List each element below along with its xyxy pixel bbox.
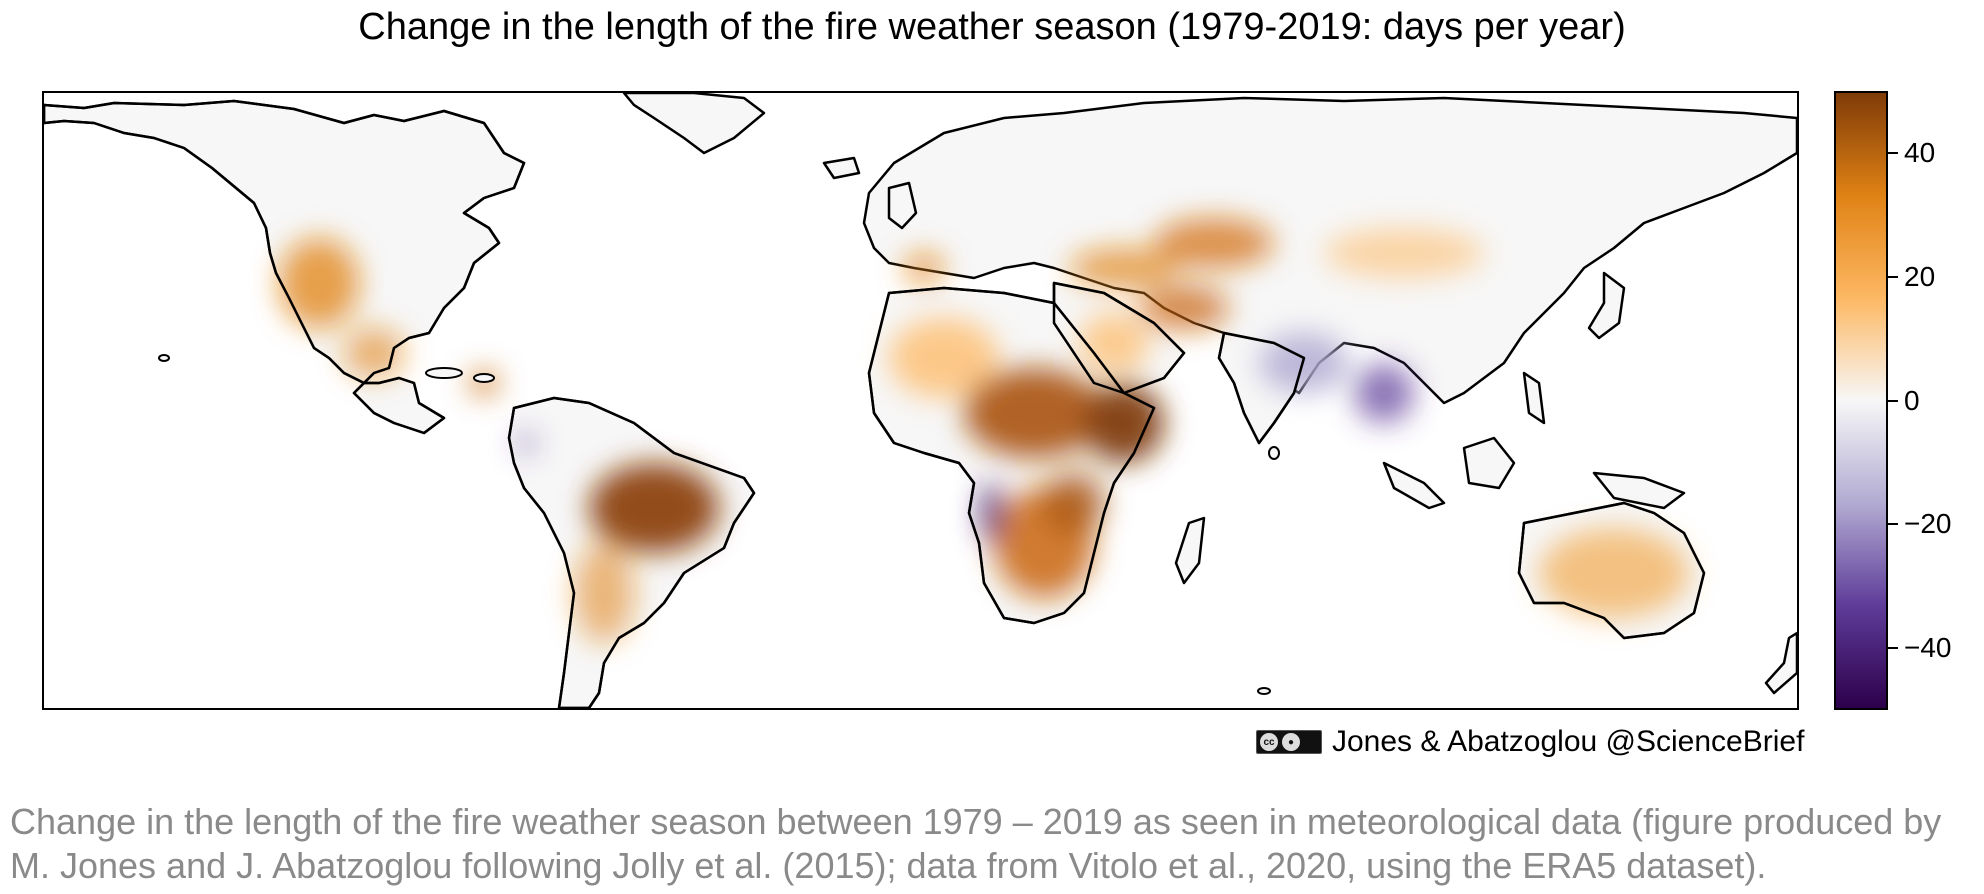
colorbar-tick-label: 0 xyxy=(1904,384,1920,416)
colorbar-tick xyxy=(1888,523,1898,526)
landmass-uk xyxy=(887,181,918,230)
landmass-new-zealand xyxy=(1764,631,1797,695)
landmass-iceland xyxy=(822,156,861,180)
credit-text: Jones & Abatzoglou @ScienceBrief xyxy=(1332,725,1805,758)
anomaly-layer xyxy=(279,218,1689,643)
by-icon: ● xyxy=(1282,733,1300,751)
colorbar-tick xyxy=(1888,647,1898,650)
colorbar-tick xyxy=(1888,275,1898,278)
figure-caption: Change in the length of the fire weather… xyxy=(10,801,1942,886)
colorbar xyxy=(1834,91,1888,710)
cc-icon: cc xyxy=(1260,733,1278,751)
landmass-japan xyxy=(1587,271,1626,340)
map-svg xyxy=(44,93,1797,708)
colorbar-tick-label: −40 xyxy=(1904,632,1952,664)
small-islands xyxy=(158,354,1280,695)
colorbar-tick-label: 40 xyxy=(1904,136,1936,168)
credit: cc ● Jones & Abatzoglou @ScienceBrief xyxy=(1256,725,1805,758)
landmass-sumatra xyxy=(1382,461,1446,510)
colorbar-tick xyxy=(1888,399,1898,402)
landmass-new-guinea xyxy=(1592,471,1686,510)
cc-by-icon: cc ● xyxy=(1256,730,1322,754)
colorbar-tick-label: −20 xyxy=(1904,508,1952,540)
land-masses xyxy=(44,93,1797,708)
figure-title: Change in the length of the fire weather… xyxy=(358,6,1626,48)
landmass-philippines xyxy=(1522,371,1546,425)
colorbar-tick-label: 20 xyxy=(1904,260,1936,292)
world-map xyxy=(42,91,1799,710)
landmass-madagascar xyxy=(1174,516,1206,585)
landmass-borneo xyxy=(1462,436,1516,490)
colorbar-tick xyxy=(1888,151,1898,154)
coastlines xyxy=(44,99,1706,708)
landmass-greenland xyxy=(622,93,766,155)
